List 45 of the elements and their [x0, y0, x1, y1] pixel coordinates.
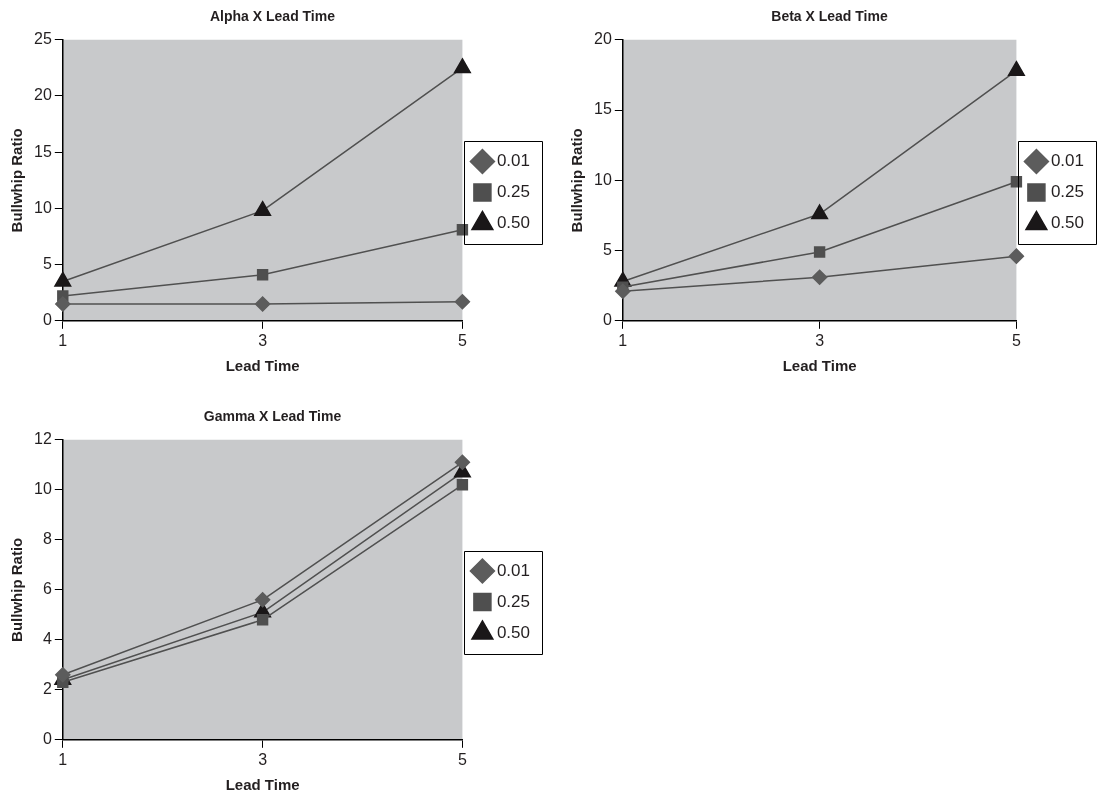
x-tick-label: 5 [1011, 331, 1021, 349]
x-axis-title: Lead Time [225, 776, 300, 794]
y-tick-label: 5 [42, 255, 52, 273]
legend-label: 0.25 [496, 182, 531, 202]
y-tick-label: 4 [42, 630, 52, 648]
y-tick-label: 15 [594, 100, 612, 118]
y-tick-label: 25 [34, 30, 52, 48]
x-tick-label: 3 [258, 750, 268, 768]
y-tick-label: 15 [34, 142, 52, 160]
y-tick-label: 10 [34, 198, 52, 216]
y-tick-label: 10 [34, 480, 52, 498]
x-tick-label: 5 [457, 331, 467, 349]
y-tick-label: 20 [34, 86, 52, 104]
y-tick-label: 2 [42, 680, 52, 698]
y-tick-label: 0 [42, 311, 52, 329]
y-tick-label: 6 [42, 580, 52, 598]
y-tick-label: 8 [42, 530, 52, 548]
x-tick-label: 5 [457, 750, 467, 768]
chart-title: Beta X Lead Time [771, 8, 888, 25]
legend-label: 0.01 [1050, 151, 1085, 171]
x-axis-title: Lead Time [225, 357, 300, 375]
legend-label: 0.50 [1050, 213, 1085, 233]
x-tick-label: 1 [618, 331, 628, 349]
y-tick-label: 10 [594, 170, 612, 188]
legend-label: 0.01 [496, 560, 531, 580]
legend-label: 0.01 [496, 151, 531, 171]
x-axis-title: Lead Time [782, 357, 857, 375]
chart-title: Alpha X Lead Time [210, 8, 336, 25]
y-tick-label: 0 [602, 311, 612, 329]
legend-label: 0.25 [1050, 182, 1085, 202]
y-tick-label: 12 [34, 430, 52, 448]
x-tick-label: 1 [58, 750, 68, 768]
x-tick-label: 3 [815, 331, 825, 349]
legend-label: 0.50 [496, 622, 531, 642]
y-axis-title: Bullwhip Ratio [568, 128, 586, 233]
y-axis-title: Bullwhip Ratio [8, 128, 26, 233]
legend-label: 0.50 [496, 213, 531, 233]
y-tick-label: 5 [602, 240, 612, 258]
x-tick-label: 1 [58, 331, 68, 349]
x-tick-label: 3 [258, 331, 268, 349]
legend-label: 0.25 [496, 591, 531, 611]
y-axis-title: Bullwhip Ratio [8, 537, 26, 642]
y-tick-label: 20 [594, 30, 612, 48]
chart-title: Gamma X Lead Time [203, 408, 342, 425]
y-tick-label: 0 [42, 730, 52, 748]
